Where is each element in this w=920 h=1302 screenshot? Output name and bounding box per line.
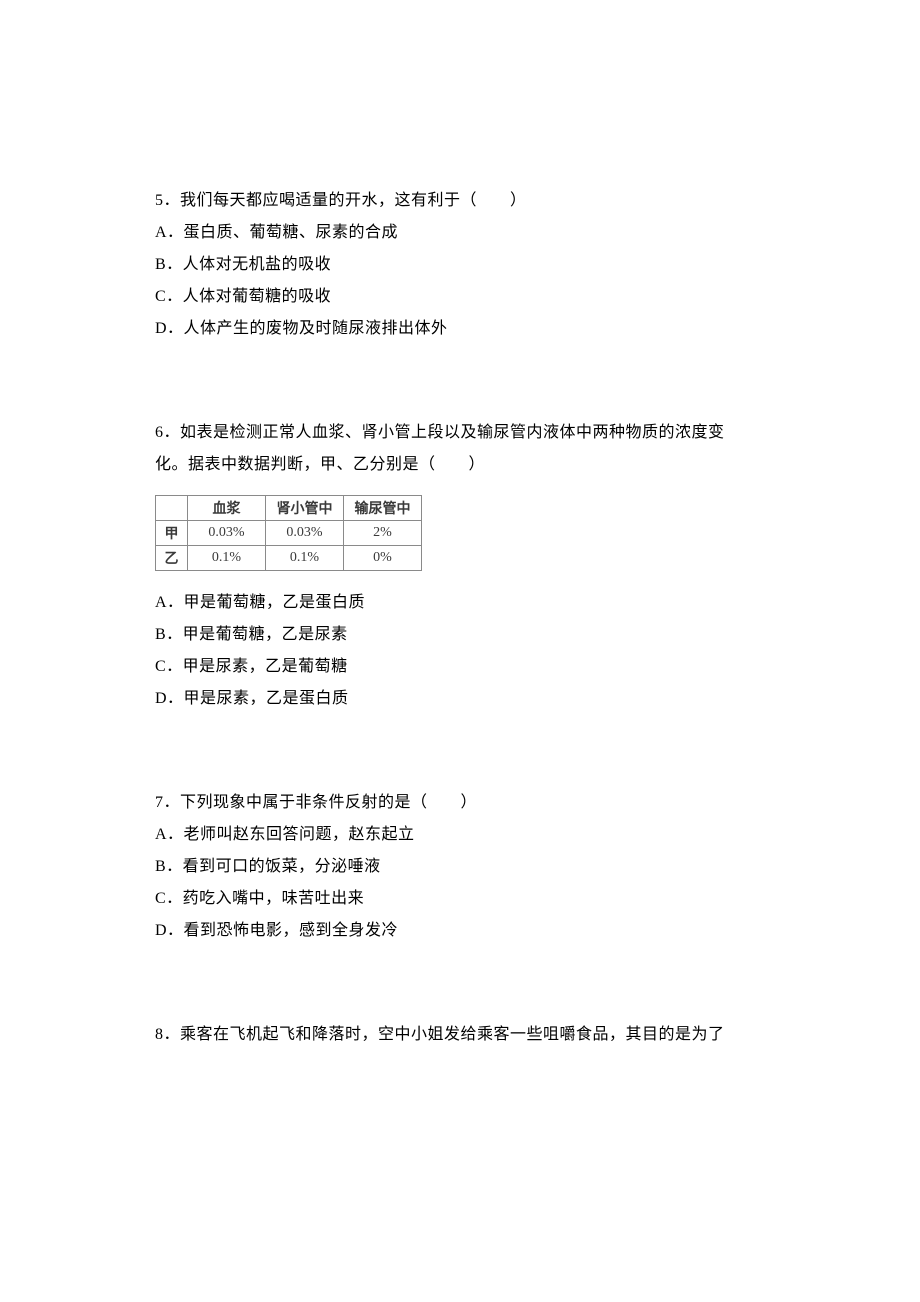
table-cell: 0.03% bbox=[188, 521, 266, 546]
table-cell: 0% bbox=[344, 546, 422, 571]
question-6: 6．如表是检测正常人血浆、肾小管上段以及输尿管内液体中两种物质的浓度变 化。据表… bbox=[155, 417, 765, 715]
q7-option-c: C．药吃入嘴中，味苦吐出来 bbox=[155, 883, 765, 915]
question-8: 8．乘客在飞机起飞和降落时，空中小姐发给乘客一些咀嚼食品，其目的是为了 bbox=[155, 1019, 765, 1051]
table-header-tubule: 肾小管中 bbox=[266, 496, 344, 521]
q6-option-a: A．甲是葡萄糖，乙是蛋白质 bbox=[155, 587, 765, 619]
table-cell: 2% bbox=[344, 521, 422, 546]
q7-option-d: D．看到恐怖电影，感到全身发冷 bbox=[155, 915, 765, 947]
q5-option-c: C．人体对葡萄糖的吸收 bbox=[155, 281, 765, 313]
table-header-row: 血浆 肾小管中 输尿管中 bbox=[156, 496, 422, 521]
q6-option-d: D．甲是尿素，乙是蛋白质 bbox=[155, 683, 765, 715]
row-label-jia: 甲 bbox=[156, 521, 188, 546]
q7-option-b: B．看到可口的饭菜，分泌唾液 bbox=[155, 851, 765, 883]
row-label-yi: 乙 bbox=[156, 546, 188, 571]
table-cell: 0.03% bbox=[266, 521, 344, 546]
q7-stem: 7．下列现象中属于非条件反射的是（ ） bbox=[155, 787, 765, 819]
table-row: 乙 0.1% 0.1% 0% bbox=[156, 546, 422, 571]
table-cell: 0.1% bbox=[188, 546, 266, 571]
q8-stem: 8．乘客在飞机起飞和降落时，空中小姐发给乘客一些咀嚼食品，其目的是为了 bbox=[155, 1019, 765, 1051]
table-header-ureter: 输尿管中 bbox=[344, 496, 422, 521]
q5-option-d: D．人体产生的废物及时随尿液排出体外 bbox=[155, 313, 765, 345]
q7-option-a: A．老师叫赵东回答问题，赵东起立 bbox=[155, 819, 765, 851]
table-header-blank bbox=[156, 496, 188, 521]
q6-stem-line1: 6．如表是检测正常人血浆、肾小管上段以及输尿管内液体中两种物质的浓度变 bbox=[155, 417, 765, 449]
table-header-plasma: 血浆 bbox=[188, 496, 266, 521]
q5-option-a: A．蛋白质、葡萄糖、尿素的合成 bbox=[155, 217, 765, 249]
question-7: 7．下列现象中属于非条件反射的是（ ） A．老师叫赵东回答问题，赵东起立 B．看… bbox=[155, 787, 765, 947]
q6-option-c: C．甲是尿素，乙是葡萄糖 bbox=[155, 651, 765, 683]
data-table: 血浆 肾小管中 输尿管中 甲 0.03% 0.03% 2% 乙 0.1% 0.1… bbox=[155, 495, 422, 571]
table-row: 甲 0.03% 0.03% 2% bbox=[156, 521, 422, 546]
q5-stem: 5．我们每天都应喝适量的开水，这有利于（ ） bbox=[155, 185, 765, 217]
q6-option-b: B．甲是葡萄糖，乙是尿素 bbox=[155, 619, 765, 651]
q5-option-b: B．人体对无机盐的吸收 bbox=[155, 249, 765, 281]
question-5: 5．我们每天都应喝适量的开水，这有利于（ ） A．蛋白质、葡萄糖、尿素的合成 B… bbox=[155, 185, 765, 345]
table-cell: 0.1% bbox=[266, 546, 344, 571]
q6-stem-line2: 化。据表中数据判断，甲、乙分别是（ ） bbox=[155, 449, 765, 481]
q6-table: 血浆 肾小管中 输尿管中 甲 0.03% 0.03% 2% 乙 0.1% 0.1… bbox=[155, 495, 765, 571]
